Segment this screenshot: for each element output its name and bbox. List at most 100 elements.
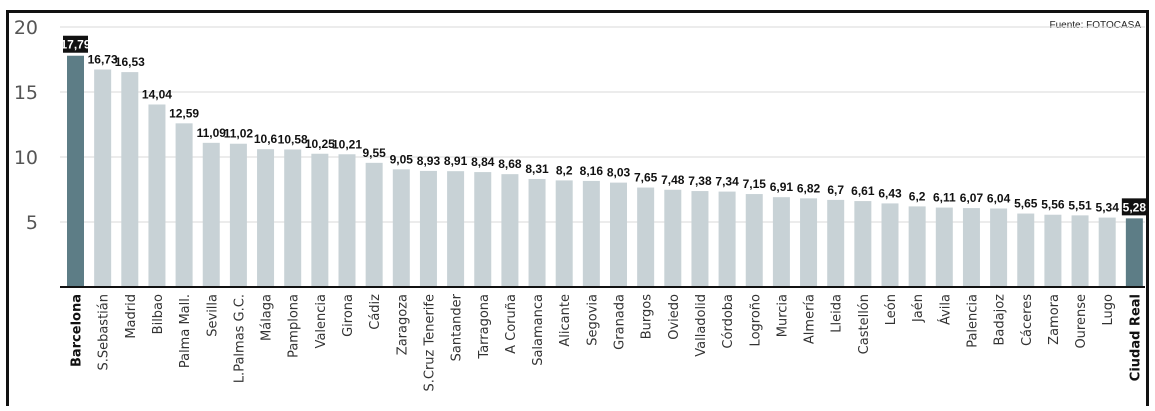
value-label: 7,38 xyxy=(688,174,712,188)
category-label: Bilbao xyxy=(151,294,166,334)
value-label: 7,65 xyxy=(634,171,658,185)
bar xyxy=(800,198,818,287)
bar xyxy=(229,143,247,287)
y-tick-label: 15 xyxy=(14,82,38,104)
value-label: 9,05 xyxy=(390,152,414,166)
bar xyxy=(854,201,872,287)
category-label: Palma Mall. xyxy=(178,294,193,368)
category-label: León xyxy=(884,294,899,325)
value-label: 8,03 xyxy=(607,166,631,180)
y-tick-label: 5 xyxy=(26,212,38,234)
bar xyxy=(935,207,953,287)
bar xyxy=(121,72,139,287)
bar xyxy=(67,55,84,288)
bar xyxy=(257,149,275,287)
bar xyxy=(691,191,709,287)
category-label: Ciudad Real xyxy=(1128,294,1143,381)
bar xyxy=(474,172,492,287)
value-label: 9,55 xyxy=(362,146,386,160)
bar xyxy=(338,154,356,287)
category-label: A Coruña xyxy=(504,294,519,354)
category-label: Ávila xyxy=(937,294,953,325)
source-note: Fuente: FOTOCASA xyxy=(1049,20,1141,31)
category-label: Lugo xyxy=(1101,294,1116,326)
bar xyxy=(202,142,220,287)
value-label: 6,2 xyxy=(909,189,926,203)
value-label: 8,84 xyxy=(471,155,495,169)
value-label: 5,51 xyxy=(1068,198,1092,212)
category-label: Málaga xyxy=(260,294,275,341)
value-label: 6,11 xyxy=(933,191,956,205)
category-label: Cádiz xyxy=(368,294,383,330)
value-label: 8,91 xyxy=(444,154,468,168)
value-label: 5,28 xyxy=(1123,200,1147,214)
category-label: Almería xyxy=(803,294,818,344)
category-label: S.Cruz Tenerife xyxy=(422,294,437,392)
bar xyxy=(745,194,763,287)
value-label: 6,43 xyxy=(878,186,902,200)
bar xyxy=(1098,217,1116,287)
bar xyxy=(284,149,302,287)
bar xyxy=(718,191,736,287)
value-label: 6,04 xyxy=(987,191,1011,205)
bar xyxy=(392,169,410,287)
bar xyxy=(148,104,166,287)
category-label: Palencia xyxy=(965,294,980,348)
value-label-box xyxy=(63,35,88,53)
bar xyxy=(1125,218,1143,287)
category-label: Girona xyxy=(341,294,356,337)
category-label: Zamora xyxy=(1047,294,1062,345)
value-label: 8,31 xyxy=(525,162,549,176)
value-label: 14,04 xyxy=(142,87,172,101)
value-label: 8,68 xyxy=(498,157,522,171)
category-label: Valencia xyxy=(314,294,329,348)
category-label: Valladolid xyxy=(694,294,709,357)
category-label: Granada xyxy=(613,294,628,350)
value-label: 6,61 xyxy=(851,184,875,198)
bar xyxy=(94,69,112,287)
bar xyxy=(1044,214,1062,287)
value-label: 11,09 xyxy=(197,126,227,140)
y-tick-label: 20 xyxy=(14,17,38,39)
value-label: 7,15 xyxy=(743,177,767,191)
bar xyxy=(990,208,1008,287)
category-label: Salamanca xyxy=(531,294,546,366)
bar xyxy=(881,203,899,287)
category-label: Cáceres xyxy=(1020,294,1035,346)
value-label: 16,73 xyxy=(88,53,118,67)
value-label: 10,25 xyxy=(305,137,335,151)
bar xyxy=(528,178,546,287)
value-label: 6,7 xyxy=(827,183,844,197)
value-label: 10,58 xyxy=(278,132,308,146)
category-label: L.Palmas G.C. xyxy=(232,294,247,383)
bar xyxy=(908,206,926,287)
value-label: 10,21 xyxy=(332,137,362,151)
value-label: 8,2 xyxy=(556,163,573,177)
value-label: 8,93 xyxy=(417,154,441,168)
bar xyxy=(664,189,682,287)
bar xyxy=(772,197,790,287)
bar xyxy=(419,170,437,287)
value-label-box xyxy=(1121,198,1147,216)
category-label: Oviedo xyxy=(667,294,682,340)
category-label: Barcelona xyxy=(70,294,85,367)
value-label: 5,34 xyxy=(1096,201,1120,215)
category-label: Logroño xyxy=(748,294,763,346)
category-label: Lleida xyxy=(830,294,845,333)
value-label: 11,02 xyxy=(224,127,254,141)
bar xyxy=(501,174,519,287)
value-label: 17,79 xyxy=(60,38,90,52)
bar xyxy=(365,162,383,287)
category-label: Santander xyxy=(450,293,465,361)
category-label: Ourense xyxy=(1074,294,1089,349)
category-label: Badajoz xyxy=(993,294,1008,346)
category-label: Córdoba xyxy=(721,294,736,349)
category-label: Pamplona xyxy=(287,294,302,358)
value-label: 6,82 xyxy=(797,181,821,195)
category-label: S.Sebastián xyxy=(97,294,112,371)
category-label: Sevilla xyxy=(205,294,220,337)
category-label: Tarragona xyxy=(477,294,492,360)
category-label: Madrid xyxy=(124,294,139,339)
value-label: 5,56 xyxy=(1041,198,1065,212)
value-label: 12,59 xyxy=(169,106,199,120)
